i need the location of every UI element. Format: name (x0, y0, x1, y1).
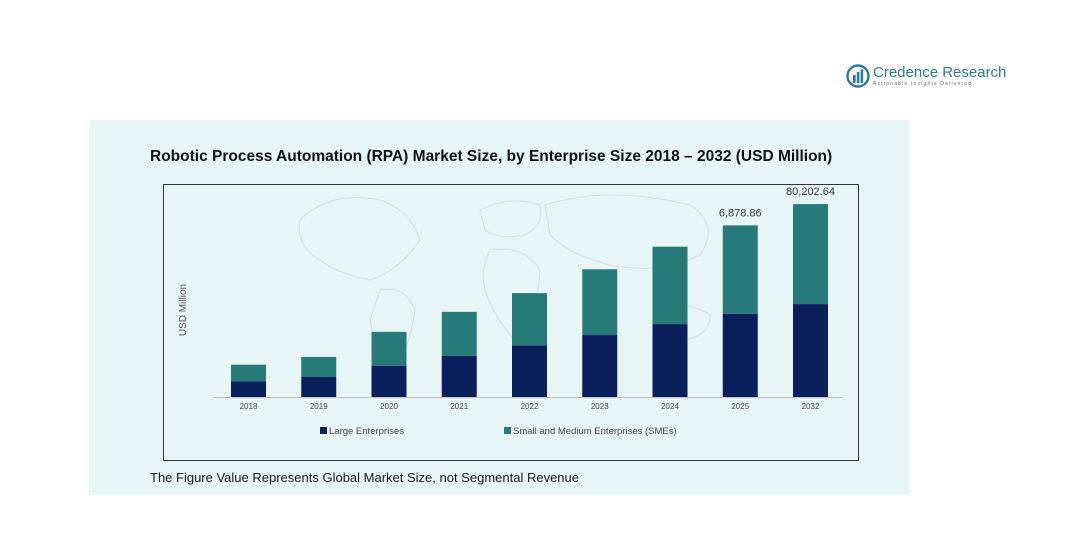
bar-smes-2023 (582, 269, 618, 336)
x-tick-label: 2032 (802, 402, 820, 411)
x-tick-label: 2024 (661, 402, 679, 411)
bar-large-enterprises-2020 (371, 366, 407, 397)
bar-large-enterprises-2021 (441, 355, 477, 397)
chart-panel (89, 120, 910, 495)
bar-smes-2032 (793, 204, 828, 305)
bar-large-enterprises-2022 (512, 345, 547, 397)
x-tick-label: 2019 (310, 402, 328, 411)
bar-smes-2018 (231, 364, 266, 382)
chart-frame (163, 184, 859, 461)
bar-large-enterprises-2018 (231, 381, 266, 397)
x-tick-label: 2025 (731, 402, 749, 411)
x-tick-label: 2018 (240, 402, 258, 411)
x-tick-label: 2021 (450, 402, 468, 411)
footnote: The Figure Value Represents Global Marke… (150, 470, 579, 485)
bar-smes-2020 (371, 331, 407, 367)
y-axis-label: USD Million (178, 284, 189, 336)
x-tick-label: 2023 (591, 402, 609, 411)
legend-swatch-large-enterprises (320, 427, 327, 434)
bar-large-enterprises-2025 (722, 313, 758, 397)
legend-label-large-enterprises: Large Enterprises (329, 426, 404, 437)
legend-label-smes: Small and Medium Enterprises (SMEs) (513, 426, 677, 437)
data-label-2032: 80,202.64 (786, 186, 835, 198)
brand-logo-block: Credence Research Actionable Insights De… (846, 62, 1006, 90)
bar-smes-2024 (652, 246, 688, 325)
bar-large-enterprises-2024 (652, 324, 688, 397)
legend-swatch-smes (504, 427, 511, 434)
x-tick-label: 2020 (380, 402, 398, 411)
bar-large-enterprises-2032 (793, 304, 828, 397)
bar-smes-2021 (441, 311, 477, 356)
bar-large-enterprises-2019 (301, 377, 337, 397)
brand-name: Credence Research (873, 64, 1007, 81)
bar-large-enterprises-2023 (582, 335, 618, 397)
data-label-2025: 6,878.86 (719, 207, 762, 219)
chart-title: Robotic Process Automation (RPA) Market … (150, 148, 833, 165)
bar-smes-2022 (512, 293, 547, 346)
bar-smes-2019 (301, 357, 337, 377)
credence-logo-icon (846, 64, 870, 88)
bar-smes-2025 (722, 225, 758, 314)
brand-tagline: Actionable Insights Delivered (873, 81, 973, 87)
x-tick-label: 2022 (521, 402, 539, 411)
